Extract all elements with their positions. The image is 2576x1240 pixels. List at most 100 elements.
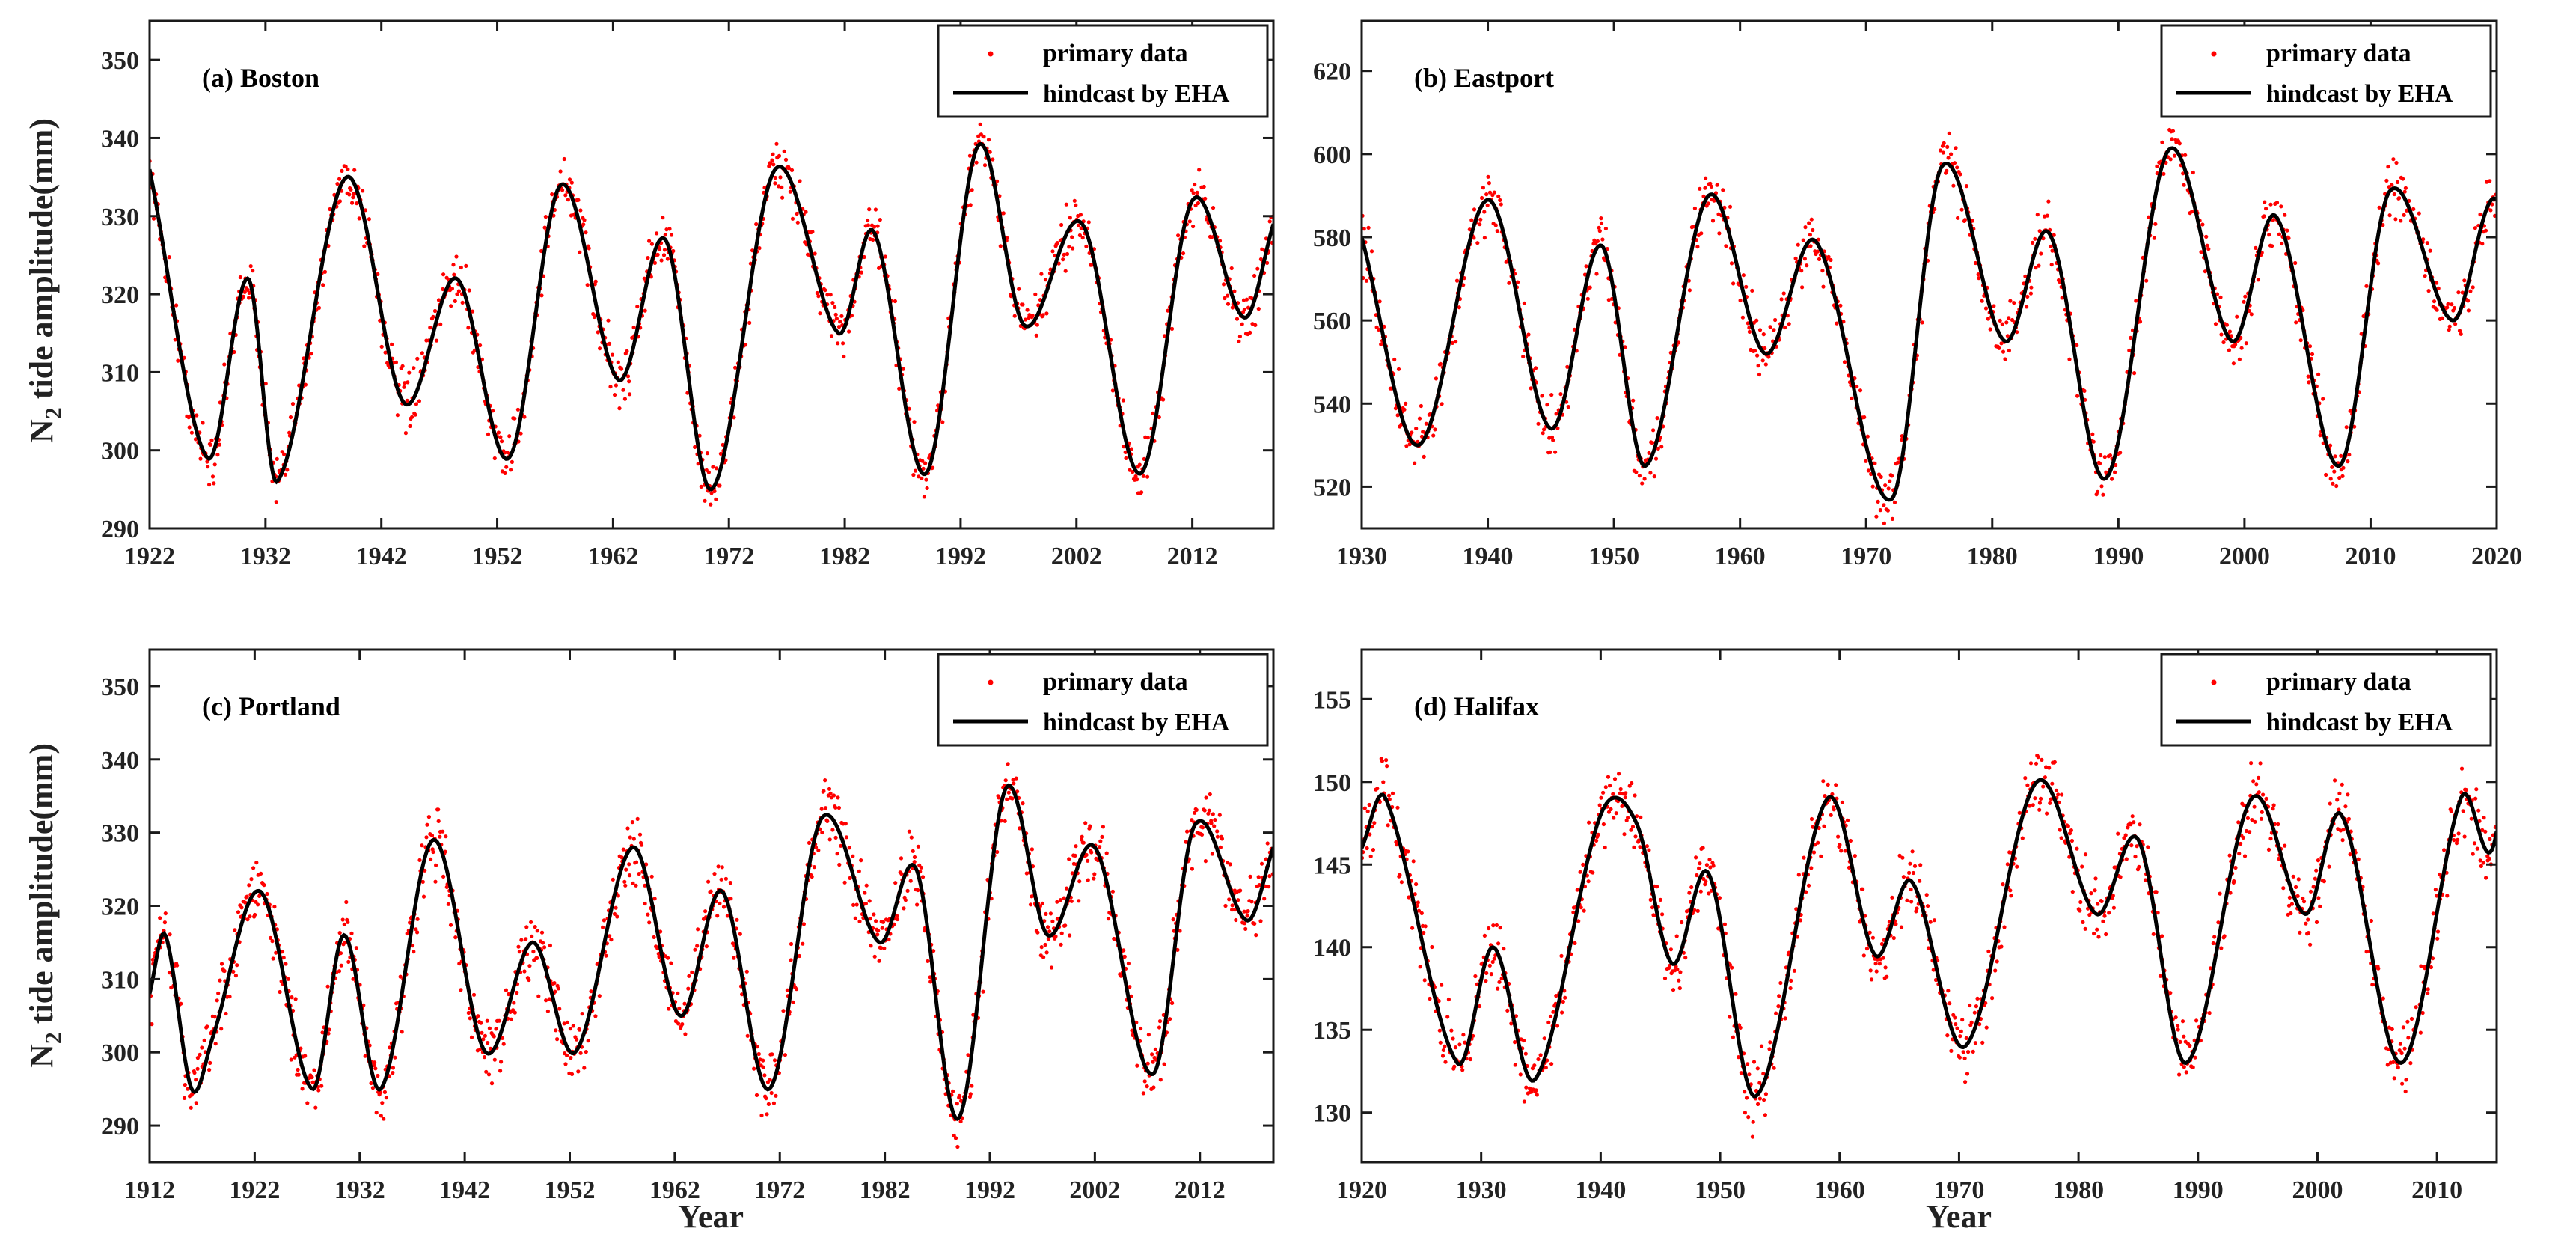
primary-data-point <box>1050 249 1055 254</box>
primary-data-point <box>1190 818 1194 822</box>
primary-data-point <box>167 255 171 260</box>
primary-data-point <box>413 412 417 417</box>
primary-data-point <box>398 974 403 979</box>
x-tick-label: 1980 <box>2053 1176 2104 1204</box>
primary-data-point <box>2390 183 2394 187</box>
primary-data-point <box>1227 897 1232 902</box>
primary-data-point <box>1418 965 1422 969</box>
primary-data-point <box>206 465 210 469</box>
primary-data-point <box>1207 808 1211 813</box>
primary-data-point <box>1210 852 1214 856</box>
primary-data-point <box>2250 818 2254 822</box>
primary-data-point <box>249 877 254 882</box>
primary-data-point <box>1193 203 1198 208</box>
primary-data-point <box>376 1073 380 1078</box>
primary-data-point <box>1228 862 1232 867</box>
primary-data-point <box>444 834 448 839</box>
primary-data-point <box>1434 376 1438 381</box>
y-tick-label: 145 <box>1313 852 1351 879</box>
primary-data-point <box>1555 1024 1560 1028</box>
primary-data-point <box>652 260 658 265</box>
primary-data-point <box>897 386 902 391</box>
primary-data-point <box>1053 934 1058 938</box>
primary-data-point <box>1606 810 1612 814</box>
primary-data-point <box>1139 490 1144 495</box>
primary-data-point <box>1414 426 1419 431</box>
primary-data-point <box>997 795 1001 800</box>
primary-data-point <box>1006 790 1011 795</box>
primary-data-point <box>1213 818 1217 822</box>
primary-data-point <box>305 1101 310 1105</box>
primary-data-point <box>2219 946 2224 950</box>
primary-data-point <box>2314 868 2319 873</box>
primary-data-point <box>500 1036 505 1040</box>
primary-data-point <box>2337 791 2342 795</box>
primary-data-point <box>489 1081 495 1086</box>
primary-data-point <box>1865 434 1870 439</box>
primary-data-point <box>2401 177 2405 181</box>
primary-data-point <box>432 308 438 314</box>
primary-data-point <box>507 992 511 997</box>
primary-data-point <box>448 923 453 927</box>
primary-data-point <box>2471 852 2475 856</box>
primary-data-point <box>1145 1061 1150 1066</box>
primary-data-point <box>524 925 529 929</box>
primary-data-point <box>1185 829 1190 834</box>
primary-data-point <box>627 379 631 384</box>
primary-data-point <box>1761 332 1766 337</box>
primary-data-point <box>2280 241 2284 246</box>
primary-data-point <box>646 256 650 260</box>
primary-data-point <box>2067 855 2072 859</box>
primary-data-point <box>346 167 350 171</box>
x-tick-label: 1990 <box>2093 543 2144 570</box>
primary-data-point <box>899 856 904 861</box>
primary-data-point <box>2462 278 2467 283</box>
primary-data-point <box>1947 131 1951 135</box>
primary-data-point <box>2162 171 2166 176</box>
primary-data-point <box>1746 1062 1750 1066</box>
primary-data-point <box>1431 433 1436 438</box>
primary-data-point <box>1918 863 1923 867</box>
primary-data-point <box>1546 1020 1551 1024</box>
primary-data-point <box>158 916 162 920</box>
primary-data-point <box>1457 1042 1462 1047</box>
primary-data-point <box>1494 923 1499 927</box>
primary-data-point <box>2039 796 2043 801</box>
primary-data-point <box>2176 1027 2180 1032</box>
primary-data-point <box>1895 460 1900 465</box>
primary-data-point <box>2260 810 2264 814</box>
primary-data-point <box>1098 839 1103 843</box>
primary-data-point <box>986 138 991 142</box>
primary-data-point <box>2031 803 2035 807</box>
primary-data-point <box>1840 800 1844 804</box>
primary-data-point <box>1437 1028 1442 1033</box>
primary-data-point <box>2116 831 2120 836</box>
primary-data-point <box>1606 298 1611 302</box>
primary-data-point <box>1440 983 1444 987</box>
primary-data-point <box>706 879 711 884</box>
panel-title: (b) Eastport <box>1414 63 1554 93</box>
primary-data-point <box>1901 875 1906 879</box>
primary-data-point <box>443 849 447 854</box>
primary-data-point <box>2025 783 2030 787</box>
y-tick-label: 320 <box>101 281 139 309</box>
primary-data-point <box>194 1101 198 1105</box>
primary-data-point <box>2381 996 2385 1001</box>
primary-data-point <box>1059 931 1064 935</box>
primary-data-point <box>1039 945 1044 950</box>
primary-data-point <box>598 346 602 351</box>
primary-data-point <box>2096 935 2101 939</box>
primary-data-point <box>1153 1047 1157 1051</box>
primary-data-point <box>284 962 288 966</box>
primary-data-point <box>1410 926 1415 930</box>
primary-data-point <box>2247 308 2251 314</box>
primary-data-point <box>349 187 353 192</box>
primary-data-point <box>1086 858 1090 863</box>
primary-data-point <box>762 1073 767 1078</box>
primary-data-point <box>1953 1015 1957 1020</box>
primary-data-point <box>2436 286 2441 290</box>
primary-data-point <box>1692 206 1697 210</box>
primary-data-point <box>2183 1039 2188 1044</box>
primary-data-point <box>2233 865 2238 870</box>
primary-data-point <box>584 1050 588 1054</box>
